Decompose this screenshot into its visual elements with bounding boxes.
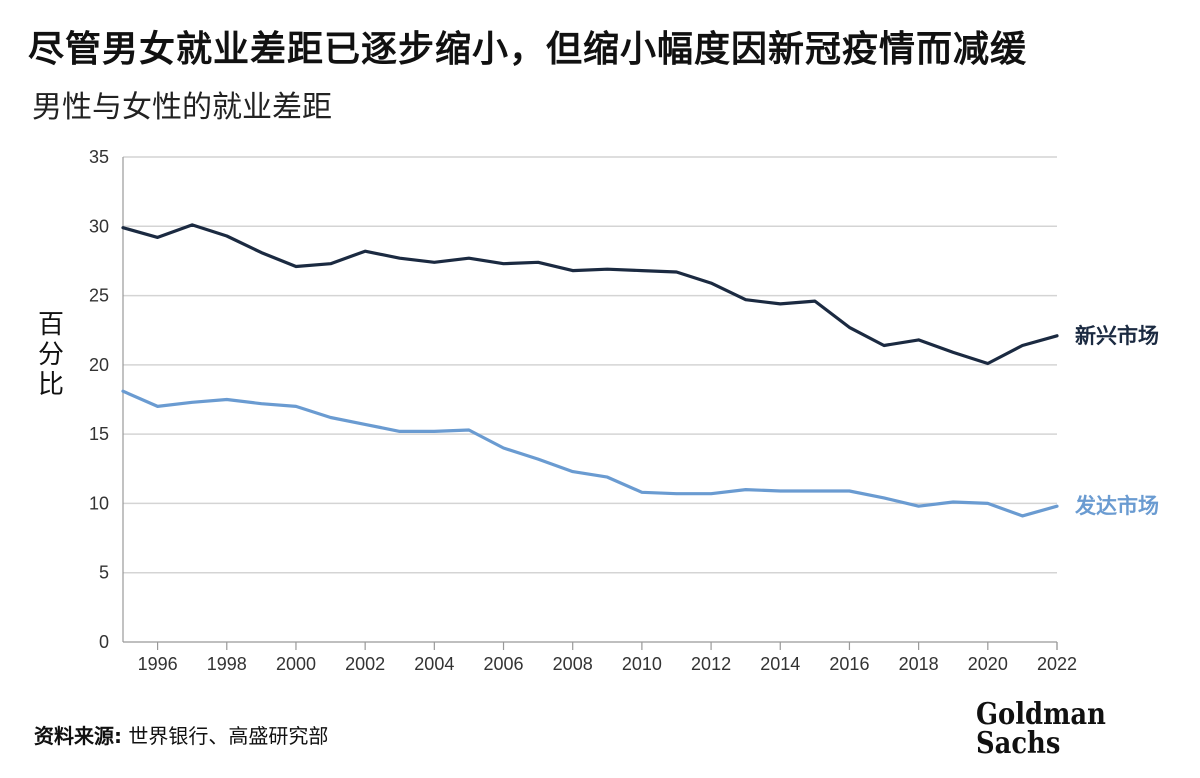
x-tick-label: 2016 xyxy=(829,654,869,674)
logo-line1: Goldman xyxy=(976,697,1106,732)
y-tick-label: 10 xyxy=(89,493,109,513)
x-tick-label: 2008 xyxy=(553,654,593,674)
series-label-emerging: 新兴市场 xyxy=(1075,324,1159,348)
x-tick-label: 1996 xyxy=(138,654,178,674)
axis-layer: 0 5 10 15 20 25 30 35 1996 1998 2000 2002 2004 2006 20… xyxy=(89,147,1077,674)
y-axis-label-char: 分 xyxy=(37,340,64,370)
x-tick-label: 1998 xyxy=(207,654,247,674)
series-line-developed xyxy=(121,389,1059,518)
y-tick-label: 0 xyxy=(99,632,109,652)
y-tick-label: 25 xyxy=(89,286,109,306)
x-tick-label: 2002 xyxy=(345,654,385,674)
y-tick-label: 35 xyxy=(89,147,109,167)
series-layer xyxy=(121,223,1059,518)
x-tick-label: 2022 xyxy=(1037,654,1077,674)
x-tick-label: 2000 xyxy=(276,654,316,674)
line-chart: 0 5 10 15 20 25 30 35 1996 1998 2000 2002 2004 2006 20… xyxy=(89,147,1159,674)
y-tick-label: 5 xyxy=(99,563,109,583)
x-tick-label: 2010 xyxy=(622,654,662,674)
series-label-developed: 发达市场 xyxy=(1074,494,1159,518)
y-tick-label: 30 xyxy=(89,216,109,236)
x-tick-label: 2020 xyxy=(968,654,1008,674)
y-axis-label-char: 百 xyxy=(37,310,64,340)
y-axis-label: 百 分 比 xyxy=(36,310,66,400)
y-tick-label: 15 xyxy=(89,424,109,444)
x-tick-label: 2004 xyxy=(414,654,454,674)
source-note: 资料来源: 世界银行、高盛研究部 xyxy=(34,720,328,749)
series-line-emerging xyxy=(121,223,1059,366)
x-tick-label: 2014 xyxy=(760,654,800,674)
y-axis-label-char: 比 xyxy=(37,370,64,400)
x-tick-label: 2012 xyxy=(691,654,731,674)
goldman-sachs-logo: Goldman Sachs xyxy=(976,697,1106,761)
chart-subtitle: 男性与女性的就业差距 xyxy=(32,90,332,125)
logo-line2: Sachs xyxy=(976,726,1061,761)
x-tick-label: 2006 xyxy=(483,654,523,674)
x-tick-label: 2018 xyxy=(899,654,939,674)
y-tick-label: 20 xyxy=(89,355,109,375)
source-text: 世界银行、高盛研究部 xyxy=(122,724,329,748)
grid-layer xyxy=(123,156,1057,574)
chart-title: 尽管男女就业差距已逐步缩小，但缩小幅度因新冠疫情而减缓 xyxy=(28,29,1028,70)
source-label: 资料来源: xyxy=(34,724,122,748)
